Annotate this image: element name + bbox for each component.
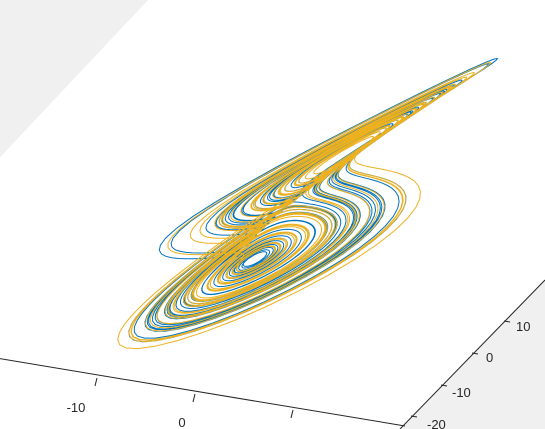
- y-tick-label: -10: [452, 385, 471, 400]
- x-tick: [94, 377, 98, 387]
- x-axis-line: [0, 358, 406, 427]
- series-line-2: [117, 61, 492, 350]
- y-tick: [440, 384, 448, 387]
- y-tick: [410, 415, 418, 418]
- y-axis-line: [399, 279, 545, 429]
- y-tick: [503, 320, 511, 323]
- series-line-1: [128, 57, 499, 343]
- x-tick-label: -10: [67, 400, 86, 415]
- y-axis: 10 0 -10 -20: [399, 279, 545, 429]
- x-tick: [192, 393, 196, 403]
- x-tick: [290, 409, 294, 419]
- y-tick-label: 0: [486, 350, 493, 365]
- y-tick: [471, 352, 479, 355]
- x-axis: -10 0: [0, 358, 406, 429]
- attractor-series-layer: [117, 57, 499, 350]
- y-tick-label: -20: [427, 417, 446, 429]
- y-tick-label: 10: [516, 319, 530, 334]
- x-tick-label: 0: [178, 415, 185, 429]
